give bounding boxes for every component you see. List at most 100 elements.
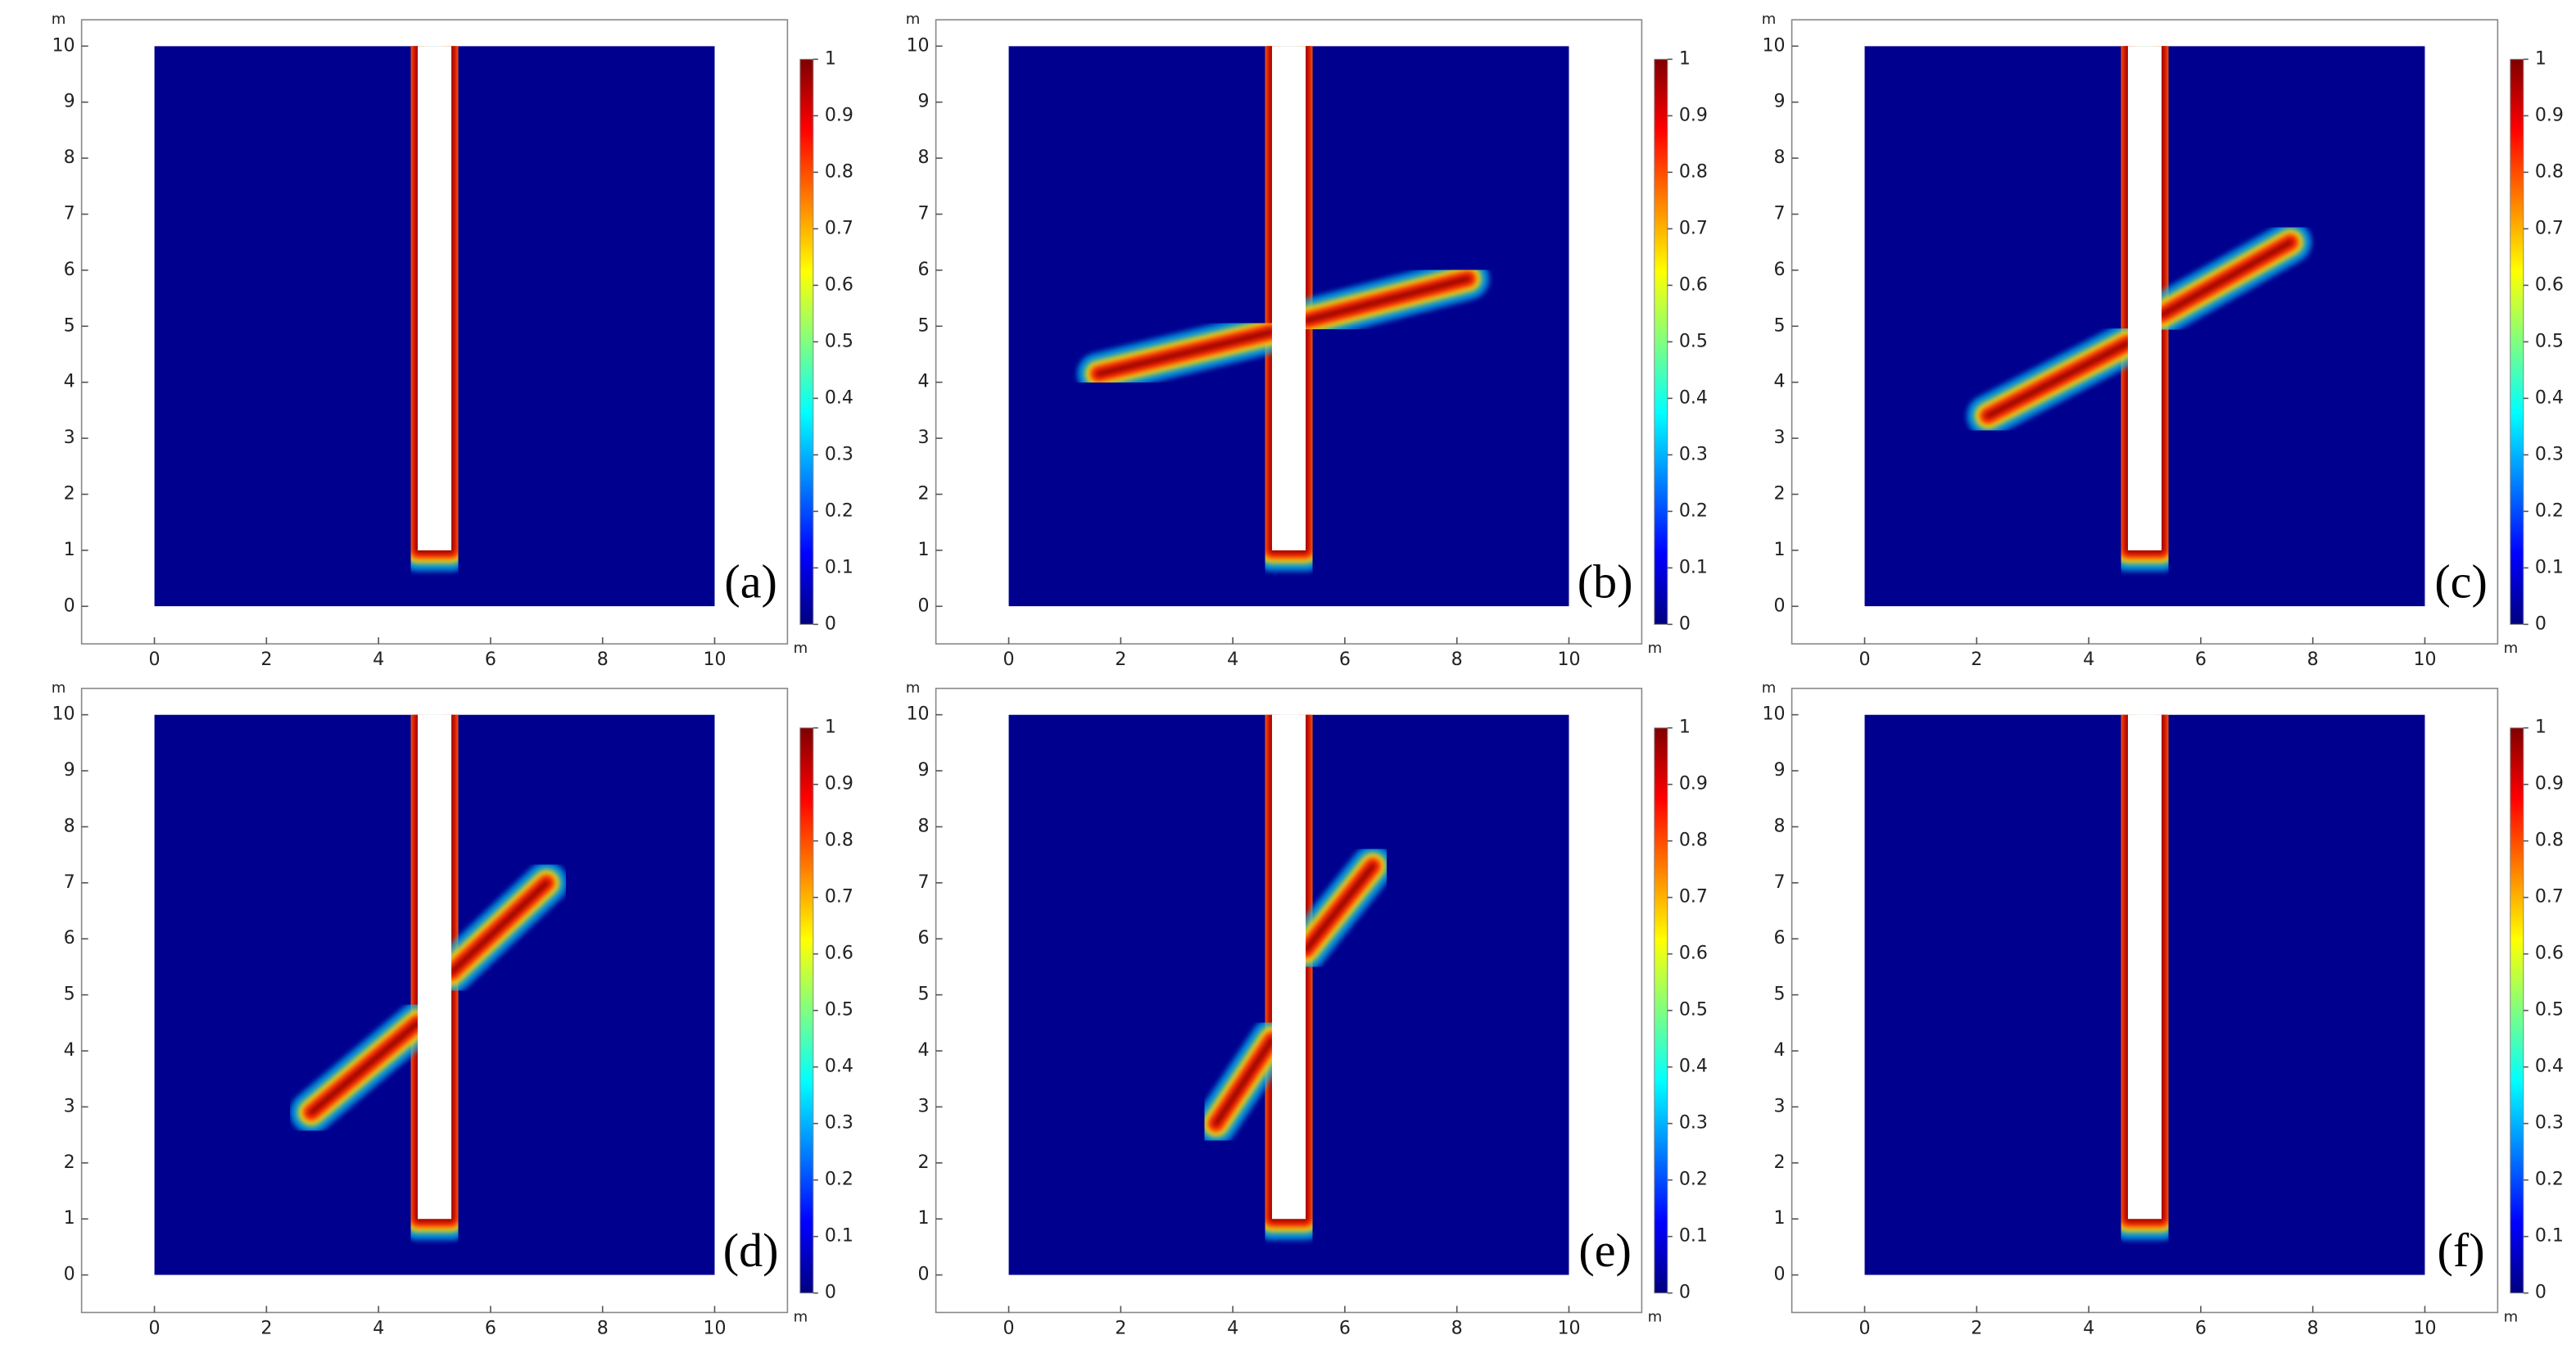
panel: 0 2 4 6 8 10 0 1 2 3 4 5 6 7 8 9 10 m m (d) 0 0.1 0.2 0.3 0.4 0.5…	[52, 679, 853, 1338]
colorbar-tick-label: 1	[1679, 718, 1691, 738]
colorbar-tick-label: 0.7	[2535, 218, 2564, 238]
borehole	[2127, 46, 2162, 550]
y-tick-label: 3	[1774, 1096, 1786, 1116]
x-tick-label: 4	[2083, 1318, 2094, 1338]
y-tick-label: 1	[1774, 540, 1786, 560]
colorbar-tick-label: 0.4	[1679, 1057, 1708, 1077]
y-tick-label: 3	[918, 428, 930, 448]
y-tick-label: 5	[918, 985, 930, 1005]
colorbar-tick-label: 0.4	[2535, 1057, 2564, 1077]
x-tick-label: 10	[703, 650, 726, 670]
x-tick-label: 0	[1858, 650, 1870, 670]
crack	[448, 880, 550, 976]
x-axis-unit: m	[1648, 1308, 1663, 1325]
x-tick-label: 8	[1451, 650, 1463, 670]
y-axis-unit: m	[52, 679, 66, 696]
x-tick-label: 2	[1971, 650, 1982, 670]
crack	[1985, 340, 2131, 419]
colorbar-tick-label: 0.4	[1679, 387, 1708, 408]
x-tick-label: 8	[2307, 650, 2319, 670]
colorbar-tick-label: 0.8	[2535, 161, 2564, 182]
field	[1008, 714, 1569, 1275]
y-tick-label: 8	[918, 147, 930, 168]
x-tick-label: 8	[597, 1318, 609, 1338]
colorbar-tick-label: 0.9	[825, 774, 853, 794]
colorbar-tick-label: 0.1	[825, 1226, 853, 1247]
colorbar-tick-label: 0.5	[825, 331, 853, 351]
x-tick-label: 10	[2413, 1318, 2436, 1338]
x-tick-label: 2	[1971, 1318, 1982, 1338]
y-tick-label: 8	[1774, 816, 1786, 836]
x-tick-label: 6	[1339, 650, 1351, 670]
borehole	[417, 714, 452, 1220]
colorbar-tick-label: 1	[825, 718, 836, 738]
borehole	[2127, 714, 2162, 1220]
y-tick-label: 6	[64, 260, 75, 280]
borehole	[1271, 46, 1306, 550]
colorbar-tick-label: 0.1	[2535, 1226, 2564, 1247]
y-tick-label: 2	[918, 483, 930, 504]
colorbar-tick-label: 0	[1679, 1283, 1691, 1303]
x-tick-label: 4	[373, 650, 384, 670]
panel-label: (b)	[1578, 555, 1633, 609]
x-tick-label: 10	[1557, 650, 1580, 670]
y-tick-label: 7	[64, 203, 75, 224]
y-tick-label: 9	[918, 760, 930, 781]
colorbar-tick-label: 0.3	[2535, 444, 2564, 464]
x-tick-label: 4	[1227, 650, 1238, 670]
x-tick-label: 8	[2307, 1318, 2319, 1338]
x-tick-label: 6	[2195, 650, 2207, 670]
crack	[1095, 328, 1275, 377]
y-tick-label: 10	[52, 35, 75, 56]
y-tick-label: 3	[64, 428, 75, 448]
colorbar	[2510, 58, 2524, 625]
colorbar-tick-label: 0.9	[2535, 774, 2564, 794]
y-tick-label: 10	[52, 704, 75, 725]
y-tick-label: 4	[1774, 1040, 1786, 1061]
y-tick-label: 10	[907, 704, 930, 725]
colorbar-tick-label: 0.1	[825, 557, 853, 577]
panel-label: (c)	[2434, 555, 2488, 609]
y-tick-label: 4	[918, 372, 930, 392]
y-tick-label: 2	[64, 1152, 75, 1173]
panel: 0 2 4 6 8 10 0 1 2 3 4 5 6 7 8 9 10 m m (e) 0 0.1 0.2 0.3 0.4 0.5…	[906, 679, 1708, 1338]
colorbar-tick-label: 0.8	[2535, 831, 2564, 851]
y-tick-label: 10	[907, 35, 930, 56]
x-axis-unit: m	[2504, 640, 2519, 657]
y-tick-label: 6	[918, 260, 930, 280]
y-tick-label: 4	[64, 372, 75, 392]
y-tick-label: 1	[1774, 1208, 1786, 1229]
x-tick-label: 6	[2195, 1318, 2207, 1338]
colorbar-tick-label: 0.9	[1679, 105, 1708, 125]
panel: 0 2 4 6 8 10 0 1 2 3 4 5 6 7 8 9 10 m m (b) 0 0.1 0.2 0.3 0.4 0.5…	[906, 11, 1708, 670]
y-tick-label: 5	[918, 315, 930, 336]
y-tick-label: 1	[918, 1208, 930, 1229]
colorbar-tick-label: 0.5	[1679, 1000, 1708, 1021]
x-tick-label: 8	[1451, 1318, 1463, 1338]
y-tick-label: 8	[1774, 147, 1786, 168]
colorbar-tick-label: 1	[1679, 48, 1691, 69]
x-tick-label: 0	[1003, 1318, 1015, 1338]
panel-label: (a)	[724, 555, 777, 609]
panel-label: (d)	[723, 1224, 779, 1277]
colorbar-tick-label: 0.1	[2535, 557, 2564, 577]
colorbar-tick-label: 0	[2535, 1283, 2547, 1303]
colorbar-tick-label: 0.3	[1679, 444, 1708, 464]
y-axis-unit: m	[52, 11, 66, 28]
y-axis-unit: m	[1762, 11, 1777, 28]
y-tick-label: 1	[64, 540, 75, 560]
colorbar-tick-label: 0.2	[1679, 500, 1708, 521]
colorbar-tick-label: 0.6	[825, 274, 853, 295]
x-tick-label: 4	[373, 1318, 384, 1338]
y-tick-label: 1	[918, 540, 930, 560]
y-tick-label: 9	[1774, 760, 1786, 781]
y-tick-label: 6	[918, 928, 930, 948]
x-tick-label: 10	[2413, 650, 2436, 670]
y-tick-label: 7	[1774, 203, 1786, 224]
field	[1864, 714, 2425, 1275]
y-tick-label: 6	[1774, 928, 1786, 948]
panel-label: (f)	[2438, 1224, 2485, 1277]
x-tick-label: 4	[2083, 650, 2094, 670]
y-tick-label: 7	[1774, 872, 1786, 893]
